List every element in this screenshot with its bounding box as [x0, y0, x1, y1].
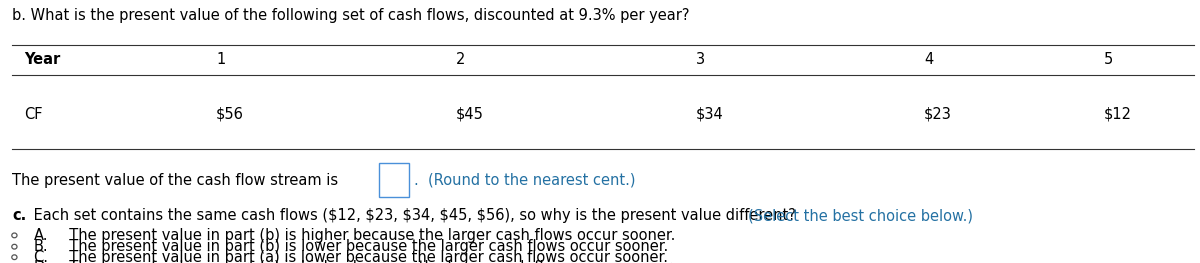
Text: C.: C. [34, 250, 48, 263]
Text: $34: $34 [696, 107, 724, 122]
Text: 1: 1 [216, 52, 226, 67]
Text: $23: $23 [924, 107, 952, 122]
Text: D.: D. [34, 260, 49, 263]
Text: b. What is the present value of the following set of cash flows, discounted at 9: b. What is the present value of the foll… [12, 8, 690, 23]
FancyBboxPatch shape [379, 163, 409, 197]
Text: The present value in part (b) is lower because the larger cash flows occur soone: The present value in part (b) is lower b… [60, 239, 668, 254]
Text: The present value in part (b) is higher because the larger cash flows occur soon: The present value in part (b) is higher … [60, 228, 676, 243]
Text: $12: $12 [1104, 107, 1132, 122]
Text: $56: $56 [216, 107, 244, 122]
Text: 5: 5 [1104, 52, 1114, 67]
Text: Each set contains the same cash flows ($12, $23, $34, $45, $56), so why is the p: Each set contains the same cash flows ($… [29, 208, 805, 223]
Text: B.: B. [34, 239, 48, 254]
Text: A.: A. [34, 228, 48, 243]
Text: c.: c. [12, 208, 26, 223]
Text: The present value in part (a) is higher because the larger cash flows occur soon: The present value in part (a) is higher … [60, 260, 676, 263]
Text: 4: 4 [924, 52, 934, 67]
Text: The present value in part (a) is lower because the larger cash flows occur soone: The present value in part (a) is lower b… [60, 250, 668, 263]
Text: Year: Year [24, 52, 60, 67]
Text: 3: 3 [696, 52, 706, 67]
Text: .  (Round to the nearest cent.): . (Round to the nearest cent.) [414, 173, 636, 188]
Text: (Select the best choice below.): (Select the best choice below.) [748, 208, 973, 223]
Text: CF: CF [24, 107, 42, 122]
Text: $45: $45 [456, 107, 484, 122]
Text: The present value of the cash flow stream is: The present value of the cash flow strea… [12, 173, 343, 188]
Text: 2: 2 [456, 52, 466, 67]
